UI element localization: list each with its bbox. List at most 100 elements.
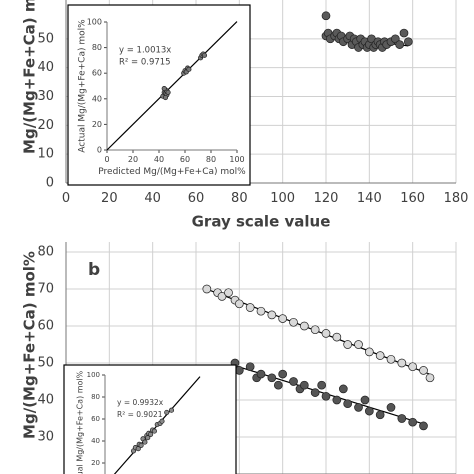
y-tick-label: 100 bbox=[87, 371, 100, 379]
annotation: R² = 0.9021 bbox=[117, 410, 163, 419]
y-tick-label: 80 bbox=[37, 245, 54, 260]
x-tick-label: 100 bbox=[229, 155, 244, 164]
y-tick-label: 20 bbox=[92, 120, 102, 129]
y-tick-label: 10 bbox=[37, 147, 54, 162]
point bbox=[162, 94, 169, 101]
y-tick-label: 80 bbox=[92, 43, 102, 52]
y-tick-label: 0 bbox=[97, 146, 102, 155]
point bbox=[338, 384, 348, 394]
point bbox=[364, 406, 374, 416]
y-tick-label: 40 bbox=[92, 94, 102, 103]
point bbox=[202, 284, 212, 294]
y-tick-label: 30 bbox=[37, 430, 54, 445]
x-tick-label: 60 bbox=[180, 155, 190, 164]
point bbox=[256, 306, 266, 316]
point bbox=[245, 362, 255, 372]
point bbox=[164, 409, 170, 415]
point bbox=[217, 292, 227, 301]
point bbox=[310, 388, 320, 397]
y-tick-label: 50 bbox=[37, 31, 54, 46]
x-tick-label: 140 bbox=[357, 191, 382, 206]
point bbox=[354, 340, 363, 349]
point bbox=[360, 395, 370, 405]
point bbox=[399, 28, 409, 38]
point bbox=[386, 354, 396, 364]
point bbox=[403, 37, 413, 47]
point bbox=[186, 66, 192, 72]
point bbox=[354, 403, 363, 412]
x-tick-label: 100 bbox=[270, 191, 295, 206]
point bbox=[245, 303, 255, 312]
x-tick-label: 20 bbox=[101, 191, 118, 206]
point bbox=[364, 347, 374, 357]
y-tick-label: 100 bbox=[87, 18, 102, 27]
point bbox=[343, 340, 353, 349]
y-axis-title: Actual Mg/(Mg+Fe+Ca) mol% bbox=[76, 370, 85, 474]
point bbox=[201, 52, 208, 58]
point bbox=[299, 380, 309, 390]
point bbox=[148, 431, 154, 437]
point bbox=[425, 373, 435, 383]
point bbox=[165, 89, 171, 95]
point bbox=[310, 325, 320, 335]
point bbox=[299, 321, 309, 331]
point bbox=[332, 395, 342, 405]
point bbox=[138, 442, 144, 448]
point bbox=[317, 380, 327, 390]
y-tick-label: 0 bbox=[46, 176, 54, 191]
x-tick-label: 20 bbox=[128, 155, 138, 164]
point bbox=[397, 414, 407, 423]
y-tick-label: 40 bbox=[91, 437, 100, 445]
x-tick-label: 80 bbox=[231, 191, 248, 206]
y-tick-label: 60 bbox=[92, 69, 102, 78]
point bbox=[267, 310, 277, 320]
point bbox=[375, 410, 385, 420]
point bbox=[256, 369, 266, 379]
point bbox=[151, 428, 157, 434]
point bbox=[278, 314, 288, 323]
x-axis-title: Gray scale value bbox=[192, 213, 331, 231]
x-tick-label: 0 bbox=[62, 191, 70, 206]
point bbox=[142, 439, 148, 445]
y-tick-label: 50 bbox=[37, 356, 54, 371]
point bbox=[161, 86, 167, 92]
point bbox=[289, 317, 298, 327]
x-tick-label: 0 bbox=[104, 155, 109, 164]
x-axis-title: Predicted Mg/(Mg+Fe+Ca) mol% bbox=[98, 167, 246, 177]
point bbox=[397, 358, 407, 368]
y-tick-label: 60 bbox=[91, 415, 100, 423]
point bbox=[224, 288, 233, 298]
point bbox=[390, 34, 400, 44]
point bbox=[395, 40, 405, 49]
y-axis-title: Mg/(Mg+Fe+Ca) mol% bbox=[21, 0, 39, 154]
point bbox=[408, 362, 418, 372]
point bbox=[321, 329, 331, 338]
x-tick-label: 80 bbox=[206, 155, 216, 164]
annotation: y = 1.0013x bbox=[119, 46, 171, 56]
x-tick-label: 60 bbox=[188, 191, 205, 206]
y-tick-label: 40 bbox=[37, 393, 54, 408]
x-tick-label: 40 bbox=[154, 155, 164, 164]
point bbox=[375, 351, 385, 360]
point bbox=[321, 391, 331, 401]
inset-frame bbox=[63, 364, 237, 474]
y-tick-label: 80 bbox=[91, 393, 100, 401]
y-tick-label: 30 bbox=[37, 89, 54, 104]
point bbox=[419, 421, 428, 431]
y-tick-label: 20 bbox=[37, 118, 54, 133]
y-tick-label: 20 bbox=[91, 459, 100, 467]
point bbox=[332, 332, 342, 342]
point bbox=[289, 377, 298, 386]
point bbox=[419, 366, 428, 375]
y-axis-title: Actual Mg/(Mg+Fe+Ca) mol% bbox=[78, 19, 88, 153]
point bbox=[386, 403, 396, 412]
x-tick-label: 160 bbox=[400, 191, 425, 206]
panel-label: b bbox=[88, 260, 100, 280]
annotation: R² = 0.9715 bbox=[119, 58, 171, 68]
point bbox=[273, 380, 283, 390]
y-axis-title: Mg/(Mg+Fe+Ca) mol% bbox=[21, 251, 39, 439]
trend-line bbox=[106, 21, 238, 151]
y-tick-label: 60 bbox=[37, 319, 54, 334]
x-tick-label: 120 bbox=[314, 191, 339, 206]
